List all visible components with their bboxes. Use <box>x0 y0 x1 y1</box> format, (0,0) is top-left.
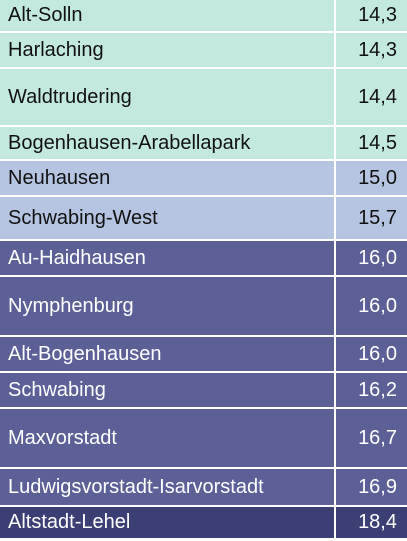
district-name: Alt-Solln <box>0 0 335 33</box>
district-name: Nymphenburg <box>0 276 335 337</box>
district-value: 16,0 <box>334 240 407 277</box>
district-name: Schwabing <box>0 372 335 409</box>
district-value: 16,9 <box>334 468 407 507</box>
district-value: 16,0 <box>334 276 407 337</box>
district-value: 16,0 <box>334 336 407 373</box>
district-name: Schwabing-West <box>0 196 335 241</box>
district-value: 14,4 <box>334 68 407 127</box>
table-row: Bogenhausen-Arabellapark 14,5 <box>0 126 407 161</box>
district-value: 15,7 <box>334 196 407 241</box>
district-name: Bogenhausen-Arabellapark <box>0 126 335 161</box>
table-row: Alt-Solln 14,3 <box>0 0 407 33</box>
district-name: Harlaching <box>0 32 335 69</box>
table-row: Maxvorstadt 16,7 <box>0 408 407 469</box>
district-value: 16,2 <box>334 372 407 409</box>
district-value: 14,5 <box>334 126 407 161</box>
district-name: Neuhausen <box>0 160 335 197</box>
table-row: Alt-Bogenhausen 16,0 <box>0 336 407 373</box>
district-value: 14,3 <box>334 0 407 33</box>
district-name: Alt-Bogenhausen <box>0 336 335 373</box>
district-value: 14,3 <box>334 32 407 69</box>
district-value: 16,7 <box>334 408 407 469</box>
table-row: Neuhausen 15,0 <box>0 160 407 197</box>
table-row: Nymphenburg 16,0 <box>0 276 407 337</box>
table-row: Schwabing-West 15,7 <box>0 196 407 241</box>
district-name: Au-Haidhausen <box>0 240 335 277</box>
district-name: Waldtrudering <box>0 68 335 127</box>
table-row: Schwabing 16,2 <box>0 372 407 409</box>
table-row: Au-Haidhausen 16,0 <box>0 240 407 277</box>
table-row: Ludwigsvorstadt-Isarvorstadt 16,9 <box>0 468 407 507</box>
district-name: Ludwigsvorstadt-Isarvorstadt <box>0 468 335 507</box>
table-row: Altstadt-Lehel 18,4 <box>0 506 407 540</box>
table-row: Harlaching 14,3 <box>0 32 407 69</box>
table-row: Waldtrudering 14,4 <box>0 68 407 127</box>
district-name: Altstadt-Lehel <box>0 506 335 540</box>
district-name: Maxvorstadt <box>0 408 335 469</box>
district-value: 15,0 <box>334 160 407 197</box>
district-value: 18,4 <box>334 506 407 540</box>
